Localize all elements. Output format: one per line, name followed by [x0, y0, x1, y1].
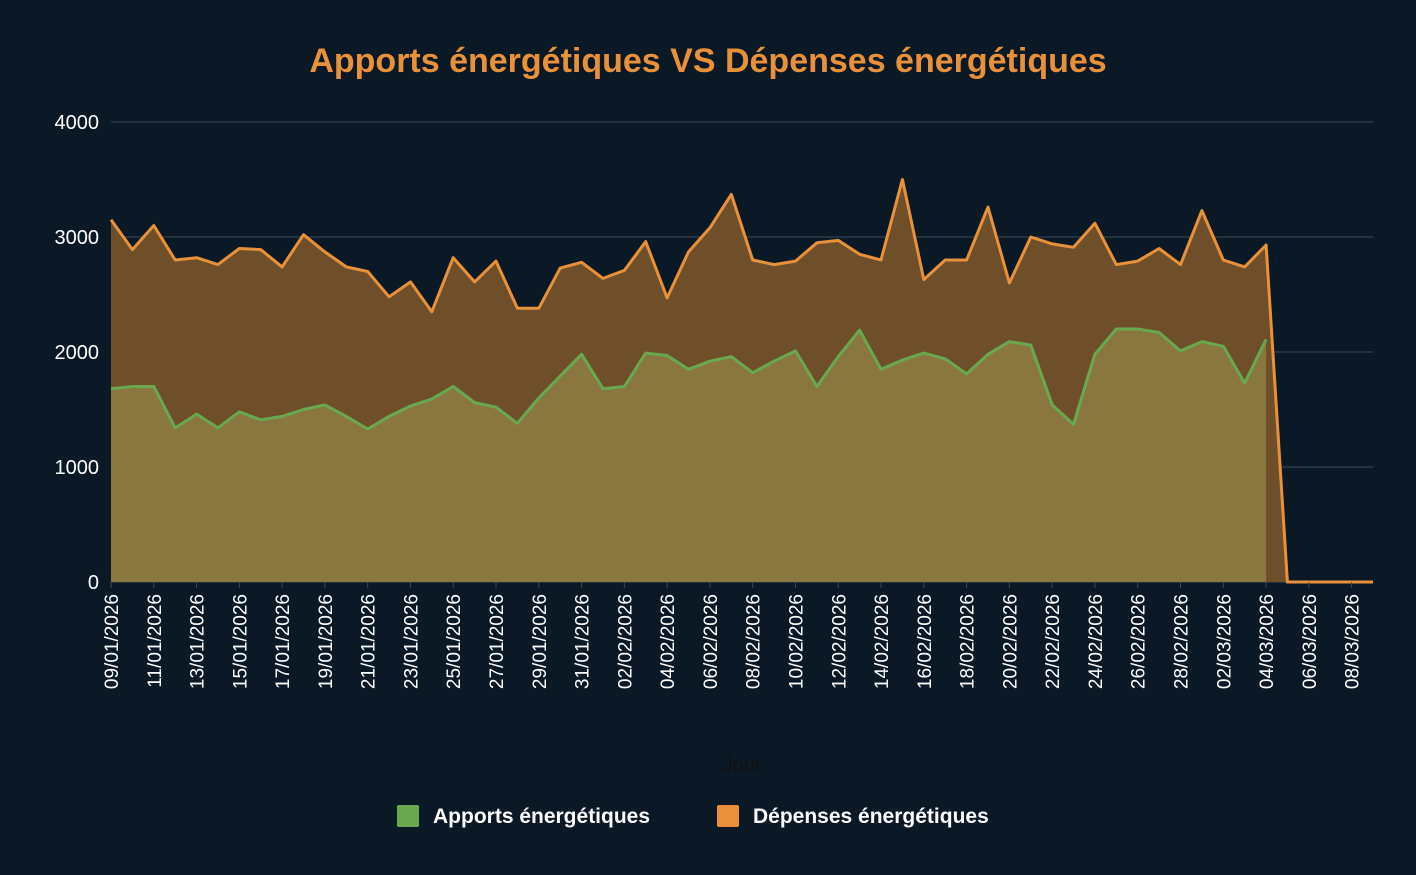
x-tick-label: 14/02/2026 — [872, 594, 893, 689]
y-tick-label: 2000 — [55, 342, 100, 364]
x-tick-label: 25/01/2026 — [444, 594, 465, 689]
x-tick-label: 02/03/2026 — [1214, 594, 1235, 689]
x-tick-label: 29/01/2026 — [530, 594, 551, 689]
x-tick-label: 20/02/2026 — [1000, 594, 1021, 689]
x-tick-label: 15/01/2026 — [230, 594, 251, 689]
x-tick-label: 26/02/2026 — [1129, 594, 1150, 689]
x-tick-label: 24/02/2026 — [1086, 594, 1107, 689]
legend-item-apports[interactable]: Apports énergétiques — [397, 805, 650, 828]
legend-swatch-depenses — [717, 805, 739, 827]
x-tick-label: 31/01/2026 — [573, 594, 594, 689]
x-tick-label: 08/02/2026 — [744, 594, 765, 689]
x-tick-label: 08/03/2026 — [1343, 594, 1364, 689]
x-tick-label: 10/02/2026 — [786, 594, 807, 689]
series-lines — [109, 178, 1373, 584]
x-tick-label: 06/02/2026 — [701, 594, 722, 689]
line-apports — [110, 327, 1268, 431]
x-tick-label: 09/01/2026 — [102, 594, 123, 689]
x-tick-label: 23/01/2026 — [401, 594, 422, 689]
x-tick-label: 04/02/2026 — [658, 594, 679, 689]
legend-swatch-apports — [397, 805, 419, 827]
area-apports — [111, 329, 1267, 582]
x-axis-title: Jour — [723, 754, 762, 776]
x-tick-label: 11/01/2026 — [145, 594, 166, 688]
y-axis-ticks: 0 1000 2000 3000 4000 — [55, 112, 100, 594]
x-tick-label: 13/01/2026 — [188, 594, 209, 689]
x-tick-label: 04/03/2026 — [1257, 594, 1278, 689]
legend-item-depenses[interactable]: Dépenses énergétiques — [717, 805, 989, 828]
x-tick-label: 18/02/2026 — [958, 594, 979, 689]
y-tick-label: 0 — [88, 572, 99, 594]
y-tick-label: 1000 — [55, 457, 100, 479]
y-tick-label: 4000 — [55, 112, 100, 134]
series-areas — [111, 179, 1373, 582]
line-depenses — [109, 178, 1373, 584]
x-tick-label: 12/02/2026 — [829, 594, 850, 689]
x-tick-label: 02/02/2026 — [615, 594, 636, 689]
x-tick-label: 22/02/2026 — [1043, 594, 1064, 689]
x-tick-label: 21/01/2026 — [359, 594, 380, 689]
x-tick-label: 27/01/2026 — [487, 594, 508, 689]
legend-label-depenses: Dépenses énergétiques — [753, 805, 989, 828]
x-tick-label: 16/02/2026 — [915, 594, 936, 689]
legend-label-apports: Apports énergétiques — [433, 805, 650, 828]
x-axis-ticks: 09/01/2026 11/01/2026 13/01/2026 15/01/2026… — [102, 582, 1364, 689]
x-tick-label: 28/02/2026 — [1171, 594, 1192, 689]
chart-title: Apports énergétiques VS Dépenses énergét… — [309, 42, 1106, 80]
legend: Apports énergétiques Dépenses énergétiqu… — [397, 805, 989, 828]
x-tick-label: 19/01/2026 — [316, 594, 337, 689]
x-tick-label: 17/01/2026 — [273, 594, 294, 689]
x-tick-label: 06/03/2026 — [1300, 594, 1321, 689]
y-tick-label: 3000 — [55, 227, 100, 249]
